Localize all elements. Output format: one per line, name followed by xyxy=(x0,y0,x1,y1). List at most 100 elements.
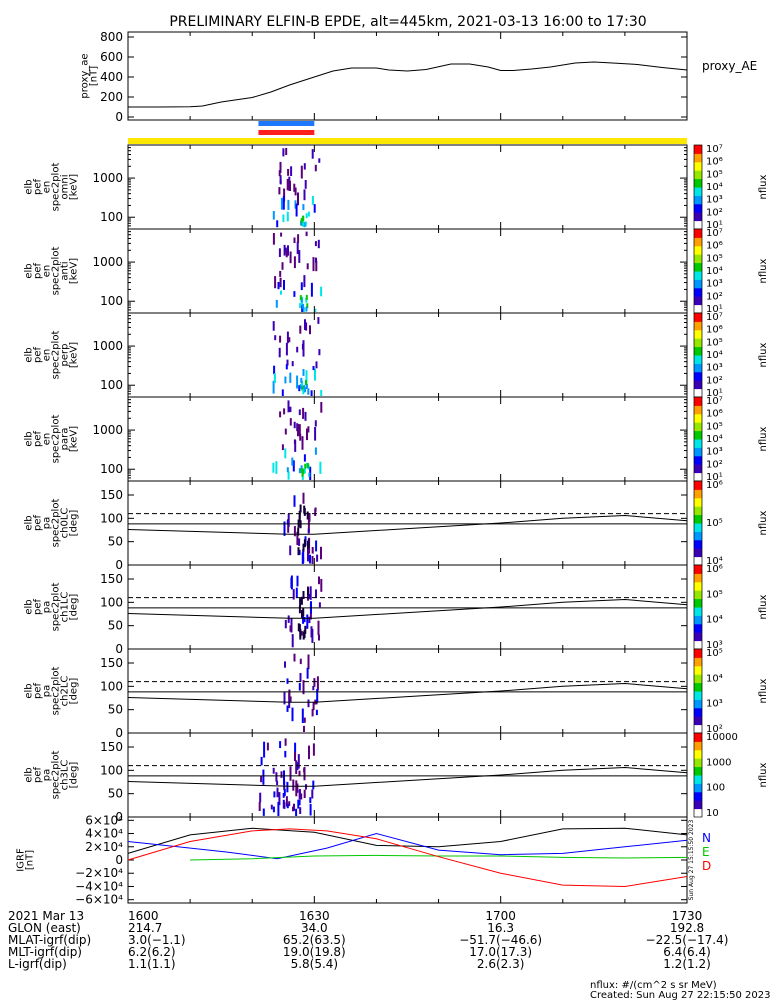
colorbar-cell xyxy=(694,630,702,633)
pa-pixel xyxy=(283,780,286,791)
pa-pixel xyxy=(297,527,300,536)
colorbar-cell xyxy=(694,701,702,705)
colorbar-cell xyxy=(694,241,702,245)
spec-pixel xyxy=(289,251,292,264)
colorbar-label-1: nflux xyxy=(758,258,769,283)
pa-ylabel-0-line-1: pef xyxy=(33,515,44,532)
colorbar-tick-label: 10⁴ xyxy=(706,673,723,684)
colorbar-cell xyxy=(694,529,702,532)
spec-pixel xyxy=(302,215,305,221)
colorbar-cell xyxy=(694,149,702,152)
spec-panel-frame-0 xyxy=(127,144,688,230)
colorbar-cell xyxy=(694,271,702,274)
colorbar-cell xyxy=(694,546,702,549)
colorbar-cell xyxy=(694,361,702,364)
footer-note-created: Created: Sun Aug 27 22:15:50 2023 xyxy=(590,990,770,1000)
pa-pixel xyxy=(309,554,311,564)
spec-pixel xyxy=(277,282,280,290)
igrf-series-E xyxy=(190,854,688,861)
pa-pixel xyxy=(284,661,286,668)
spec-pixel xyxy=(300,220,303,226)
pa-pixel xyxy=(284,738,287,746)
colorbar-cell xyxy=(694,239,702,243)
igrf-series-N xyxy=(127,832,688,860)
pa-pixel xyxy=(283,770,285,785)
spec-pixel xyxy=(289,372,292,383)
colorbar-cell xyxy=(694,415,702,419)
colorbar-tick-label: 10⁵ xyxy=(706,337,723,348)
pa-pixel xyxy=(272,806,275,813)
colorbar-cell xyxy=(694,518,702,522)
pa-pixel xyxy=(297,799,300,809)
spec-pixel xyxy=(312,366,315,371)
pa-ylabel-3-line-5: [deg] xyxy=(69,762,80,789)
colorbar-cell xyxy=(694,283,702,287)
spec-pixel xyxy=(294,440,297,452)
spec-pixel xyxy=(279,180,282,185)
spec-pixel xyxy=(287,169,290,176)
colorbar-cell xyxy=(694,661,702,665)
footer-value: 6.2(6.2) xyxy=(128,945,176,959)
colorbar-cell xyxy=(694,195,702,198)
pa-pixel xyxy=(297,547,300,556)
pa-pixel xyxy=(283,521,286,536)
pa-ylabel-1-line-2: pa xyxy=(42,601,53,613)
colorbar-cell xyxy=(694,273,702,276)
spec-pixel xyxy=(276,220,279,228)
colorbar-cell xyxy=(694,342,702,345)
colorbar-cell xyxy=(694,489,702,492)
pa-pixel xyxy=(298,538,301,546)
colorbar-cell xyxy=(694,252,702,255)
colorbar-label-5: nflux xyxy=(758,594,769,619)
spec-y-tick-label: 100 xyxy=(100,294,123,308)
colorbar-cell xyxy=(694,718,702,721)
colorbar-cell xyxy=(694,653,702,656)
colorbar-cell xyxy=(694,413,702,417)
spec-pixel xyxy=(301,471,304,477)
spec-pixel xyxy=(300,467,303,473)
colorbar-cell xyxy=(694,392,702,396)
colorbar-cell xyxy=(694,205,702,209)
colorbar-cell xyxy=(694,151,702,154)
pa-pixel xyxy=(284,619,287,629)
spec-pixel xyxy=(303,454,306,462)
colorbar-cell xyxy=(694,285,702,289)
colorbar-cell xyxy=(694,449,702,453)
spec-pixel xyxy=(297,424,299,437)
spec-pixel xyxy=(281,262,284,270)
pa-pixel xyxy=(292,806,294,812)
colorbar-cell xyxy=(694,334,702,337)
pa-loss-cone-line xyxy=(127,514,688,535)
pa-pixel xyxy=(291,634,294,648)
pa-pixel xyxy=(300,793,303,800)
pa-pixel xyxy=(273,791,276,798)
colorbar-cell xyxy=(694,659,702,663)
colorbar-cell xyxy=(694,424,702,427)
colorbar-cell xyxy=(694,256,702,259)
colorbar-cell xyxy=(694,625,702,629)
colorbar-cell xyxy=(694,262,702,266)
spec-pixel xyxy=(274,335,277,341)
pa-panel-frame-2 xyxy=(127,648,688,734)
pa-pixel xyxy=(283,788,286,796)
pa-pixel xyxy=(303,539,306,548)
pa-pixel xyxy=(310,626,313,638)
colorbar-cell xyxy=(694,523,702,526)
colorbar-cell xyxy=(694,544,702,547)
spec-pixel xyxy=(301,436,304,450)
pa-panel-frame-1 xyxy=(127,564,688,650)
pa-pixel xyxy=(316,689,319,703)
colorbar-cell xyxy=(694,436,702,440)
colorbar-cell xyxy=(694,804,702,807)
pa-pixel xyxy=(309,797,312,803)
colorbar-cell xyxy=(694,798,702,801)
pa-pixel xyxy=(318,576,320,585)
footer-value: 3.0(−1.1) xyxy=(128,933,186,947)
plot-title: PRELIMINARY ELFIN-B EPDE, alt=445km, 202… xyxy=(169,14,646,30)
colorbar-cell xyxy=(694,254,702,257)
pa-pixel xyxy=(259,792,262,803)
colorbar-tick-label: 10¹ xyxy=(706,220,723,231)
pa-pixel xyxy=(307,528,310,534)
spec-pixel xyxy=(307,388,310,395)
spec-pixel xyxy=(317,317,320,324)
